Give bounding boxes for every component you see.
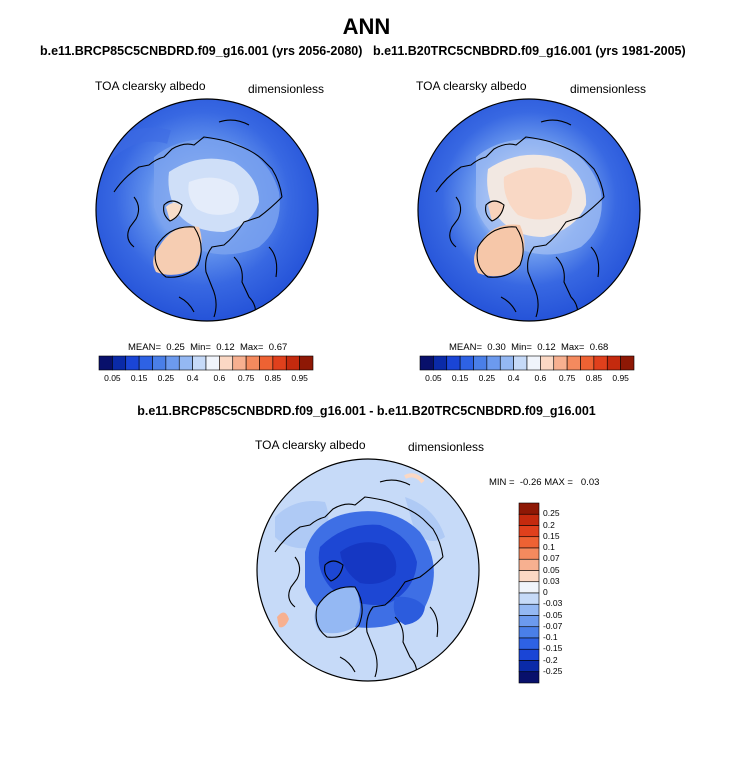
- left-colorbar: [98, 355, 314, 371]
- diff-colorbar-tick-label: 0.05: [543, 564, 560, 575]
- diff-colorbar-swatch: [518, 547, 540, 560]
- right-colorbar-swatch: [593, 355, 608, 371]
- right-colorbar-swatch: [459, 355, 474, 371]
- left-colorbar-swatch: [125, 355, 140, 371]
- diff-colorbar-tick-label: -0.15: [543, 643, 563, 654]
- left-colorbar-swatch: [272, 355, 287, 371]
- left-colorbar-swatch: [259, 355, 274, 371]
- left-colorbar-swatch: [232, 355, 247, 371]
- right-units-label: dimensionless: [570, 82, 647, 96]
- right-colorbar-tick-label: 0.4: [507, 373, 520, 383]
- diff-colorbar: [518, 502, 540, 684]
- right-colorbar-swatch: [419, 355, 434, 371]
- right-stats: MEAN= 0.30 Min= 0.12 Max= 0.68: [449, 342, 609, 353]
- right-colorbar-swatch: [526, 355, 541, 371]
- diff-colorbar-tick-label: 0.03: [543, 575, 560, 586]
- left-colorbar-swatch: [138, 355, 153, 371]
- main-title: ANN: [342, 14, 391, 39]
- diff-colorbar-swatch: [518, 581, 540, 594]
- right-colorbar-swatch: [513, 355, 528, 371]
- diff-colorbar-swatch: [518, 615, 540, 628]
- diff-colorbar-tick-label: 0.1: [543, 542, 555, 552]
- diff-colorbar-swatch: [518, 536, 540, 549]
- diff-colorbar-swatch: [518, 558, 540, 571]
- diff-colorbar-swatch: [518, 592, 540, 605]
- left-colorbar-tick-label: 0.6: [213, 373, 226, 383]
- left-colorbar-swatch: [98, 355, 113, 371]
- diff-colorbar-swatch: [518, 603, 540, 616]
- diff-colorbar-tick-label: -0.25: [543, 665, 563, 676]
- right-colorbar-tick-label: 0.15: [451, 373, 469, 383]
- diff-colorbar-swatch: [518, 513, 540, 526]
- right-colorbar-tick-label: 0.6: [534, 373, 547, 383]
- diff-variable-label: TOA clearsky albedo: [255, 438, 366, 452]
- diff-colorbar-tick-label: 0: [543, 587, 548, 597]
- left-colorbar-tick-label: 0.95: [291, 373, 308, 383]
- diff-colorbar-tick-label: -0.2: [543, 654, 558, 665]
- left-colorbar-tick-label: 0.4: [186, 373, 199, 383]
- right-colorbar-swatch: [580, 355, 595, 371]
- right-colorbar-tick-label: 0.95: [612, 373, 629, 383]
- diff-colorbar-swatch: [518, 671, 540, 684]
- left-case-title: b.e11.BRCP85C5CNBDRD.f09_g16.001 (yrs 20…: [40, 44, 363, 58]
- right-colorbar: [419, 355, 635, 371]
- left-colorbar-swatch: [219, 355, 234, 371]
- right-colorbar-swatch: [486, 355, 501, 371]
- right-colorbar-tick-label: 0.85: [585, 373, 603, 383]
- right-colorbar-tick-label: 0.05: [425, 373, 442, 383]
- diff-colorbar-swatch: [518, 660, 540, 673]
- diff-colorbar-swatch: [518, 525, 540, 538]
- right-colorbar-swatch: [446, 355, 461, 371]
- left-colorbar-tick-label: 0.25: [157, 373, 175, 383]
- right-colorbar-swatch: [566, 355, 581, 371]
- diff-stats: MIN = -0.26 MAX = 0.03: [489, 477, 600, 488]
- diff-polar-map: [256, 458, 480, 682]
- left-colorbar-swatch: [112, 355, 127, 371]
- left-colorbar-tick-label: 0.15: [130, 373, 148, 383]
- diff-colorbar-swatch: [518, 502, 540, 515]
- left-stats: MEAN= 0.25 Min= 0.12 Max= 0.67: [128, 342, 288, 353]
- left-colorbar-tick-label: 0.05: [104, 373, 121, 383]
- diff-colorbar-swatch: [518, 626, 540, 639]
- left-colorbar-swatch: [285, 355, 300, 371]
- left-colorbar-swatch: [178, 355, 193, 371]
- diff-colorbar-tick-label: 0.25: [543, 508, 560, 519]
- right-colorbar-swatch: [540, 355, 555, 371]
- right-polar-map: [417, 98, 641, 322]
- left-colorbar-tick-label: 0.85: [264, 373, 282, 383]
- diff-colorbar-tick-label: 0.15: [543, 530, 560, 541]
- left-colorbar-swatch: [299, 355, 314, 371]
- right-colorbar-swatch: [433, 355, 448, 371]
- diff-title: b.e11.BRCP85C5CNBDRD.f09_g16.001 - b.e11…: [137, 404, 596, 418]
- left-variable-label: TOA clearsky albedo: [95, 79, 206, 93]
- left-colorbar-swatch: [245, 355, 260, 371]
- right-case-title: b.e11.B20TRC5CNBDRD.f09_g16.001 (yrs 198…: [373, 44, 686, 58]
- left-colorbar-swatch: [152, 355, 167, 371]
- diff-colorbar-tick-label: -0.05: [543, 609, 563, 620]
- diff-colorbar-tick-label: 0.07: [543, 553, 560, 564]
- right-colorbar-swatch: [553, 355, 568, 371]
- left-colorbar-swatch: [192, 355, 207, 371]
- left-colorbar-swatch: [205, 355, 220, 371]
- diff-colorbar-tick-label: -0.1: [543, 632, 558, 642]
- right-colorbar-swatch: [499, 355, 514, 371]
- left-units-label: dimensionless: [248, 82, 325, 96]
- right-colorbar-tick-label: 0.75: [558, 373, 576, 383]
- left-polar-map: [95, 98, 319, 322]
- right-colorbar-tick-label: 0.25: [478, 373, 496, 383]
- left-colorbar-swatch: [165, 355, 180, 371]
- diff-colorbar-tick-label: -0.07: [543, 620, 563, 631]
- diff-colorbar-swatch: [518, 570, 540, 583]
- right-variable-label: TOA clearsky albedo: [416, 79, 527, 93]
- diff-colorbar-tick-label: -0.03: [543, 598, 563, 609]
- diff-colorbar-tick-label: 0.2: [543, 519, 555, 530]
- right-colorbar-swatch: [473, 355, 488, 371]
- left-colorbar-tick-label: 0.75: [237, 373, 255, 383]
- diff-colorbar-swatch: [518, 637, 540, 650]
- right-colorbar-swatch: [606, 355, 621, 371]
- right-colorbar-swatch: [620, 355, 635, 371]
- diff-colorbar-swatch: [518, 648, 540, 661]
- diff-units-label: dimensionless: [408, 440, 485, 454]
